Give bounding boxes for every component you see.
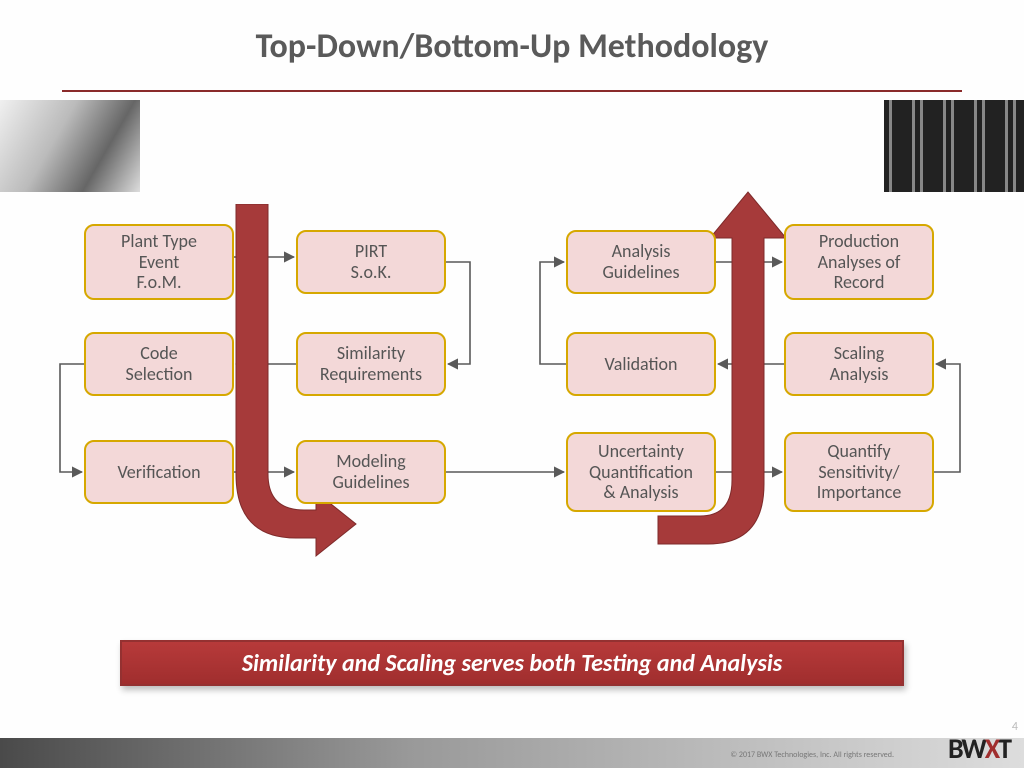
flowchart-box-b1: Plant TypeEventF.o.M. [84, 224, 234, 300]
copyright-text: © 2017 BWX Technologies, Inc. All rights… [730, 750, 894, 760]
logo-post: T [998, 731, 1010, 766]
page-title: Top-Down/Bottom-Up Methodology [0, 0, 1024, 67]
flowchart-box-b12: QuantifySensitivity/Importance [784, 432, 934, 512]
logo-accent: X [985, 731, 998, 766]
flowchart-box-b8: ProductionAnalyses ofRecord [784, 224, 934, 300]
summary-banner: Similarity and Scaling serves both Testi… [120, 640, 904, 686]
logo: BWXT [948, 731, 1010, 766]
flowchart-box-b10: ScalingAnalysis [784, 332, 934, 396]
logo-pre: BW [948, 731, 985, 766]
decorative-image-right [884, 100, 1024, 192]
flowchart-box-b6: ModelingGuidelines [296, 440, 446, 504]
flowchart-box-b2: PIRTS.o.K. [296, 230, 446, 294]
flowchart-box-b5: Verification [84, 440, 234, 504]
flowchart-box-b4: SimilarityRequirements [296, 332, 446, 396]
flowchart-box-b11: UncertaintyQuantification& Analysis [566, 432, 716, 512]
flowchart: Plant TypeEventF.o.M. PIRTS.o.K. CodeSelec… [0, 224, 1024, 644]
title-rule [62, 90, 962, 92]
decorative-image-left [0, 100, 140, 192]
page-number: 4 [1012, 720, 1018, 734]
flowchart-box-b3: CodeSelection [84, 332, 234, 396]
flowchart-box-b9: Validation [566, 332, 716, 396]
flowchart-box-b7: AnalysisGuidelines [566, 230, 716, 294]
